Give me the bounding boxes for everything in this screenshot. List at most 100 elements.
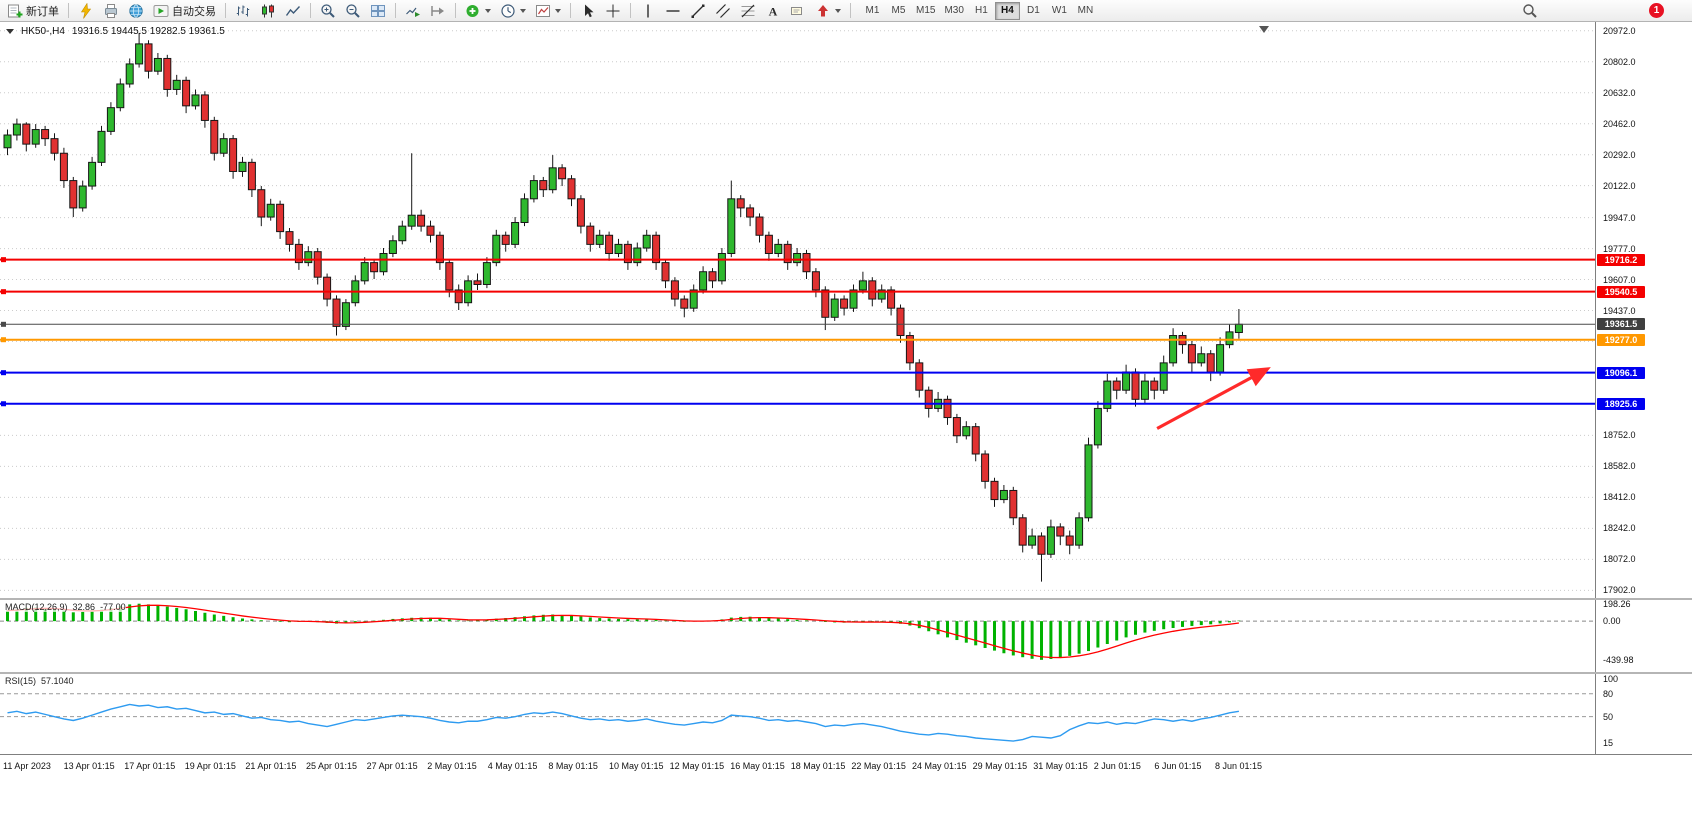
time-axis-label: 17 Apr 01:15	[124, 761, 176, 771]
bar-chart-icon	[236, 5, 250, 16]
panel-splitter[interactable]	[0, 672, 1692, 674]
indicators-button[interactable]	[461, 1, 495, 21]
main-chart-panel[interactable]: HK50-,H4 19316.5 19445.5 19282.5 19361.5	[0, 22, 1595, 598]
timeframe-h4[interactable]: H4	[994, 1, 1020, 20]
toolbar-separator	[570, 3, 571, 18]
svg-text:A: A	[769, 4, 778, 18]
cursor-arrow-icon	[585, 4, 594, 17]
label-tool-button[interactable]	[786, 1, 810, 21]
timeframe-m30[interactable]: M30	[940, 2, 967, 20]
arrows-tool-button[interactable]	[811, 1, 845, 21]
candlestick-chart[interactable]	[0, 22, 1595, 598]
macd-chart[interactable]	[0, 600, 1595, 672]
quotes-button[interactable]	[74, 1, 98, 21]
text-icon: A	[769, 4, 778, 18]
timeframe-m15[interactable]: M15	[912, 2, 939, 20]
auto-scroll-button[interactable]	[401, 1, 425, 21]
auto-trading-label: 自动交易	[172, 5, 216, 18]
price-axis-label: 19947.0	[1603, 212, 1636, 223]
rsi-panel[interactable]: RSI(15) 57.1040	[0, 674, 1595, 754]
price-axis-label: 20122.0	[1603, 180, 1636, 191]
zoom-in-button[interactable]	[316, 1, 340, 21]
search-icon	[1523, 4, 1537, 18]
timeframe-m5[interactable]: M5	[886, 2, 911, 20]
clock-icon	[501, 3, 515, 18]
print-button[interactable]	[99, 1, 123, 21]
text-tool-button[interactable]: A	[761, 1, 785, 21]
fibonacci-tool-button[interactable]	[736, 1, 760, 21]
rsi-chart[interactable]	[0, 674, 1595, 754]
price-axis-label: 19437.0	[1603, 305, 1636, 316]
toolbar-separator	[225, 3, 226, 18]
macd-main-value: 32.86	[72, 602, 96, 612]
time-axis-label: 12 May 01:15	[669, 761, 725, 771]
candlestick-icon	[262, 4, 274, 17]
time-axis-label: 2 May 01:15	[427, 761, 477, 771]
price-axis-label: 19607.0	[1603, 274, 1636, 285]
time-axis-label: 8 May 01:15	[548, 761, 598, 771]
price-axis-label: 18072.0	[1603, 554, 1636, 565]
new-order-button[interactable]: 新订单	[3, 1, 63, 21]
time-axis-label: 10 May 01:15	[609, 761, 664, 771]
trendline-tool-button[interactable]	[686, 1, 710, 21]
price-axis-label: 80	[1603, 688, 1614, 699]
indicators-plus-icon	[466, 4, 479, 17]
candlestick-mode-button[interactable]	[256, 1, 280, 21]
community-button[interactable]	[124, 1, 148, 21]
zoom-out-button[interactable]	[341, 1, 365, 21]
auto-trading-button[interactable]: 自动交易	[149, 1, 220, 21]
timeframe-d1[interactable]: D1	[1021, 2, 1046, 20]
price-axis-label: 18242.0	[1603, 523, 1636, 534]
panel-splitter[interactable]	[0, 598, 1692, 600]
timeframe-mn[interactable]: MN	[1073, 2, 1098, 20]
cursor-button[interactable]	[576, 1, 600, 21]
timeframe-w1[interactable]: W1	[1047, 2, 1072, 20]
price-axis-label: 18412.0	[1603, 492, 1636, 503]
price-axis[interactable]: 20972.0 20802.0 20632.0 20462.0 20292.0 20122…	[1595, 22, 1692, 754]
time-axis[interactable]: 11 Apr 2023 13 Apr 01:15 17 Apr 01:15 19 Ap…	[0, 754, 1692, 779]
price-axis-label: 50	[1603, 711, 1614, 722]
lightning-icon	[80, 2, 92, 19]
time-axis-label: 27 Apr 01:15	[366, 761, 418, 771]
time-axis-label: 31 May 01:15	[1033, 761, 1088, 771]
timeframe-m1[interactable]: M1	[860, 2, 885, 20]
chart-header: HK50-,H4 19316.5 19445.5 19282.5 19361.5	[6, 26, 225, 37]
price-axis-label: 17902.0	[1603, 585, 1636, 596]
line-chart-mode-button[interactable]	[281, 1, 305, 21]
bar-chart-mode-button[interactable]	[231, 1, 255, 21]
price-axis-label: 20802.0	[1603, 56, 1636, 67]
macd-name: MACD(12,26,9)	[5, 602, 68, 612]
channel-icon	[716, 3, 730, 18]
time-axis-label: 11 Apr 2023	[3, 761, 51, 771]
price-axis-label: 18752.0	[1603, 430, 1636, 441]
toolbar-separator	[850, 3, 851, 18]
crosshair-icon	[606, 4, 620, 17]
macd-panel[interactable]: MACD(12,26,9) 32.86 -77.00	[0, 600, 1595, 672]
vertical-line-tool-button[interactable]	[636, 1, 660, 21]
arrow-shape-icon	[818, 4, 828, 16]
chart-shift-button[interactable]	[426, 1, 450, 21]
rsi-value: 57.1040	[41, 676, 74, 686]
zoom-out-icon	[346, 3, 360, 18]
tile-windows-button[interactable]	[366, 1, 390, 21]
chevron-down-icon	[520, 8, 526, 13]
time-axis-label: 29 May 01:15	[972, 761, 1028, 771]
templates-button[interactable]	[531, 1, 565, 21]
symbol-dropdown-icon[interactable]	[6, 29, 14, 34]
channel-tool-button[interactable]	[711, 1, 735, 21]
periods-button[interactable]	[496, 1, 530, 21]
price-axis-label: 18582.0	[1603, 461, 1636, 472]
horizontal-line-icon	[666, 9, 680, 12]
trendline-icon	[691, 4, 705, 18]
crosshair-button[interactable]	[601, 1, 625, 21]
price-axis-label: 100	[1603, 673, 1619, 684]
fibonacci-icon	[741, 4, 755, 17]
time-axis-label: 22 May 01:15	[851, 761, 906, 771]
chart-shift-marker[interactable]	[1259, 26, 1269, 33]
toolbar-separator	[455, 3, 456, 18]
toolbar-separator	[395, 3, 396, 18]
timeframe-h1[interactable]: H1	[969, 2, 994, 20]
search-button[interactable]	[1518, 1, 1542, 21]
notification-badge[interactable]: 1	[1649, 3, 1664, 18]
horizontal-line-tool-button[interactable]	[661, 1, 685, 21]
